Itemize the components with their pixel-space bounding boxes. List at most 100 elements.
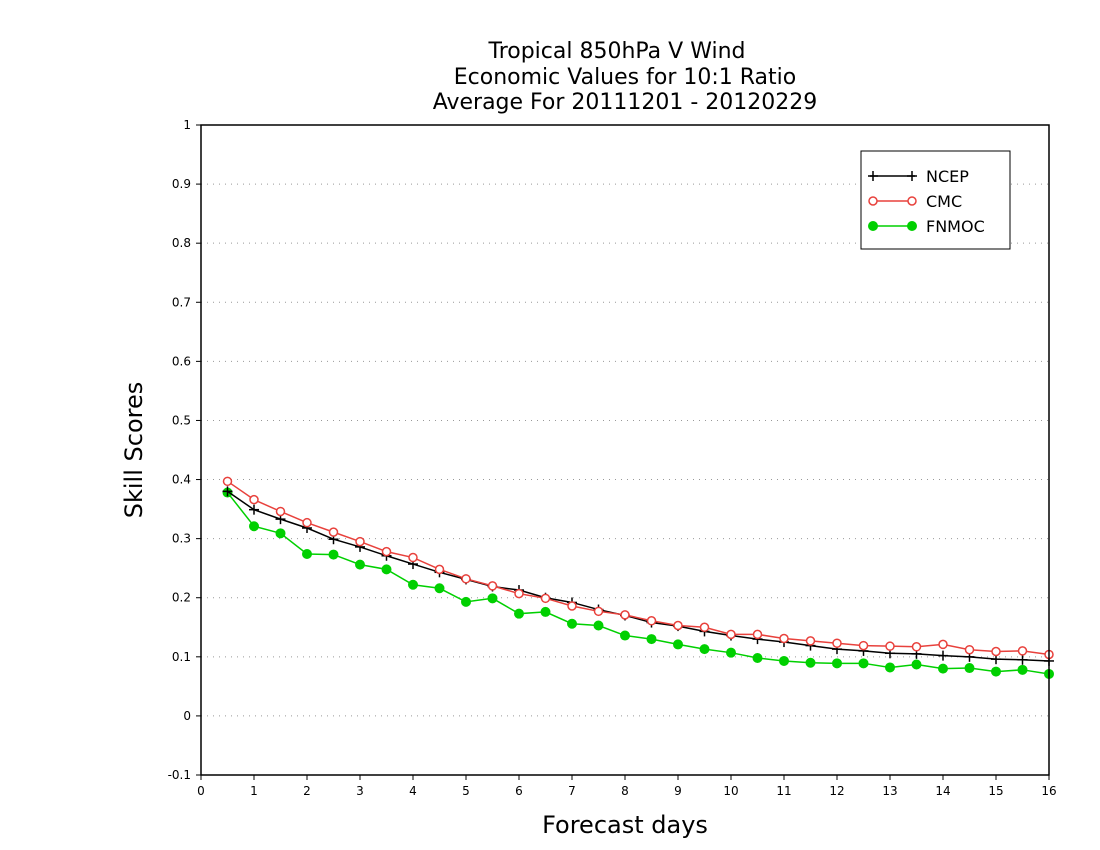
fnmoc-point-marker <box>726 647 736 658</box>
cmc-point-marker <box>868 196 878 206</box>
fnmoc-point-marker <box>487 593 498 604</box>
ncep-line <box>227 490 1050 662</box>
ncep-point-marker <box>907 171 917 181</box>
x-tick-label: 1 <box>250 784 258 798</box>
cmc-point-marker <box>302 517 312 528</box>
cmc-point-marker <box>249 494 259 505</box>
x-tick-label: 7 <box>568 784 576 798</box>
x-tick-label: 0 <box>197 784 205 798</box>
x-axis-title: Forecast days <box>542 811 708 839</box>
chart-title-line-3: Average For 20111201 - 20120229 <box>433 90 818 115</box>
cmc-point-marker <box>328 527 339 537</box>
fnmoc-point-marker <box>646 634 657 645</box>
legend-box <box>860 150 1011 250</box>
cmc-point-marker <box>885 641 895 651</box>
legend-entry-cmc: CMC <box>868 192 962 211</box>
x-tick-label: 15 <box>988 784 1003 798</box>
fnmoc-line <box>226 492 1050 675</box>
fnmoc-point-marker <box>302 549 312 559</box>
y-tick-label: 0.7 <box>172 295 191 309</box>
cmc-point-marker <box>434 564 445 575</box>
x-tick-label: 8 <box>621 784 629 798</box>
y-tick-label: 0 <box>183 709 191 723</box>
y-tick-label: 0.9 <box>172 177 191 191</box>
cmc-point-marker <box>964 644 975 655</box>
fnmoc-point-marker <box>567 618 577 629</box>
ncep-point-marker <box>938 650 948 661</box>
legend-label-ncep: NCEP <box>926 167 969 186</box>
cmc-point-marker <box>907 196 917 206</box>
cmc-point-marker <box>461 574 471 584</box>
cmc-point-marker <box>593 606 604 617</box>
legend: NCEP CMC FNMOC <box>860 150 1011 250</box>
y-tick-label: -0.1 <box>168 768 191 782</box>
fnmoc-point-marker <box>249 521 259 532</box>
fnmoc-point-marker <box>434 583 445 594</box>
cmc-point-marker <box>752 629 763 640</box>
y-tick-label: 0.2 <box>172 591 191 605</box>
legend-label-fnmoc: FNMOC <box>926 217 985 236</box>
fnmoc-point-marker <box>699 644 710 655</box>
fnmoc-point-marker <box>911 659 922 670</box>
cmc-point-marker <box>673 620 683 631</box>
legend-entry-fnmoc: FNMOC <box>868 217 985 236</box>
cmc-series <box>222 476 1054 660</box>
y-tick-label: 0.1 <box>172 650 191 664</box>
y-tick-label: 0.8 <box>172 236 191 250</box>
y-tick-label: 0.4 <box>172 473 191 487</box>
cmc-point-marker <box>487 581 498 591</box>
fnmoc-point-marker <box>885 662 895 673</box>
cmc-point-marker <box>938 639 948 650</box>
fnmoc-point-marker <box>355 559 365 570</box>
cmc-point-marker <box>858 640 869 651</box>
cmc-point-marker <box>381 546 392 557</box>
fnmoc-point-marker <box>779 655 789 666</box>
y-axis-title: Skill Scores <box>120 382 148 519</box>
x-tick-label: 3 <box>356 784 364 798</box>
cmc-point-marker <box>726 629 736 640</box>
fnmoc-point-marker <box>461 596 471 607</box>
ncep-series <box>222 486 1054 666</box>
y-tick-label: 0.6 <box>172 354 191 368</box>
cmc-point-marker <box>540 593 551 604</box>
cmc-point-marker <box>805 636 816 646</box>
cmc-point-marker <box>779 633 789 644</box>
cmc-line <box>227 480 1050 656</box>
fnmoc-point-marker <box>868 221 878 231</box>
x-tick-label: 11 <box>776 784 791 798</box>
x-tick-label: 13 <box>882 784 897 798</box>
fnmoc-point-marker <box>832 658 842 669</box>
ncep-point-marker <box>1017 654 1028 665</box>
cmc-point-marker <box>911 642 922 652</box>
chart-title-line-2: Economic Values for 10:1 Ratio <box>454 65 796 90</box>
y-tick-label: 0.5 <box>172 413 191 427</box>
cmc-point-marker <box>408 552 418 563</box>
fnmoc-series <box>222 487 1054 679</box>
x-tick-label: 5 <box>462 784 470 798</box>
cmc-point-marker <box>514 588 524 599</box>
fnmoc-point-marker <box>938 663 948 674</box>
fnmoc-point-marker <box>907 221 917 231</box>
fnmoc-point-marker <box>858 658 869 669</box>
x-tick-label: 2 <box>303 784 311 798</box>
cmc-point-marker <box>355 536 365 547</box>
fnmoc-point-marker <box>805 657 816 668</box>
plot-frame <box>200 124 1050 776</box>
fnmoc-point-marker <box>752 653 763 663</box>
ncep-point-marker <box>868 171 878 181</box>
x-tick-label: 9 <box>674 784 682 798</box>
cmc-point-marker <box>620 610 630 620</box>
fnmoc-point-marker <box>673 639 683 650</box>
ncep-point-marker <box>249 504 259 515</box>
cmc-point-marker <box>222 476 233 487</box>
chart-title: Tropical 850hPa V Wind Economic Values f… <box>433 39 818 115</box>
x-tick-label: 10 <box>723 784 738 798</box>
data-series <box>222 476 1054 679</box>
fnmoc-point-marker <box>408 579 418 590</box>
legend-label-cmc: CMC <box>926 192 962 211</box>
fnmoc-point-marker <box>593 620 604 631</box>
cmc-point-marker <box>567 601 577 611</box>
x-tick-label: 4 <box>409 784 417 798</box>
